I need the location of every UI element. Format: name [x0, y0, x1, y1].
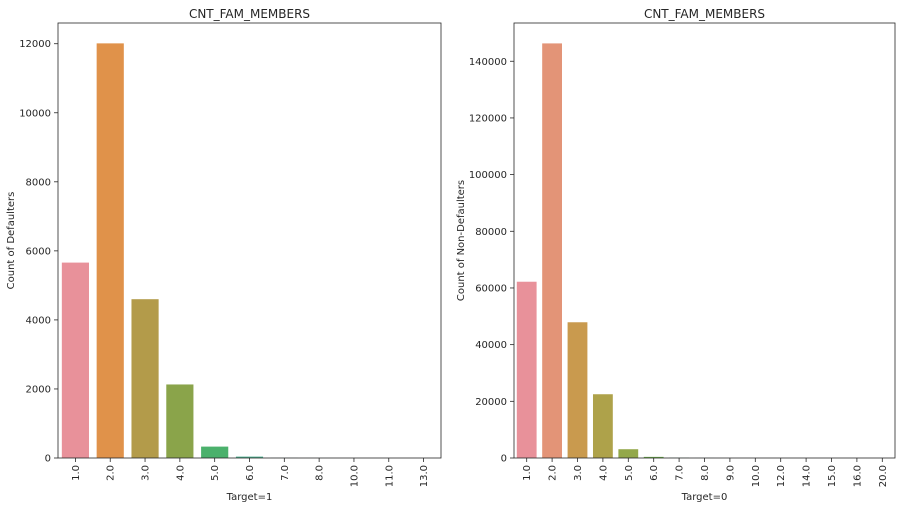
chart-1-bar-5.0 [201, 446, 229, 458]
chart-2: 0 20000 40000 60000 80000 100000 120000 140000 1… [456, 7, 896, 503]
chart-2-bar-2.0 [542, 43, 562, 459]
chart-1-xtick-label: 3.0 [141, 465, 152, 481]
chart-1-ytick-label: 4000 [26, 315, 51, 326]
chart-2-ytick-label: 0 [501, 454, 507, 465]
chart-1-ytick-label: 12000 [19, 39, 51, 50]
chart-2-ytick-label: 140000 [469, 57, 507, 68]
chart-2-xtick-label: 15.0 [827, 465, 838, 487]
chart-2-ytick-label: 60000 [475, 283, 507, 294]
chart-2-ytick-label: 100000 [469, 170, 507, 181]
chart-2-xtick-label: 4.0 [598, 465, 609, 481]
chart-1-bar-3.0 [131, 299, 159, 458]
chart-2-xtick-label: 7.0 [675, 465, 686, 481]
chart-2-xtick-label: 6.0 [649, 465, 660, 481]
chart-2-ylabel: Count of Non-Defaulters [456, 180, 467, 301]
chart-2-bar-1.0 [516, 281, 537, 458]
chart-2-xtick-label: 3.0 [573, 465, 584, 481]
chart-1-ytick-label: 6000 [26, 246, 51, 257]
chart-2-xtick-label: 20.0 [878, 465, 889, 487]
chart-1-xtick-label: 13.0 [419, 465, 430, 487]
chart-1-xtick-label: 2.0 [106, 465, 117, 481]
chart-1-xtick-label: 7.0 [280, 465, 291, 481]
chart-2-xtick-label: 8.0 [700, 465, 711, 481]
chart-2-xtick-label: 9.0 [725, 465, 736, 481]
chart-1-bar-4.0 [166, 384, 194, 458]
chart-1-bar-1.0 [61, 262, 89, 458]
chart-1-xtick-label: 6.0 [245, 465, 256, 481]
chart-2-xtick-label: 14.0 [802, 465, 813, 487]
chart-1-xlabel: Target=1 [226, 492, 273, 503]
chart-2-xlabel: Target=0 [681, 492, 728, 503]
chart-1: 0 2000 4000 6000 8000 10000 12000 1.0 2.0 3.0 4.0 5… [6, 7, 442, 503]
chart-1-ytick-label: 2000 [26, 384, 51, 395]
chart-2-xtick-label: 12.0 [776, 465, 787, 487]
chart-2-ytick-label: 80000 [475, 227, 507, 238]
chart-1-xtick-label: 10.0 [349, 465, 360, 487]
chart-2-xtick-label: 1.0 [522, 465, 533, 481]
chart-1-title: CNT_FAM_MEMBERS [189, 7, 310, 21]
chart-1-bar-6.0 [235, 456, 264, 458]
chart-1-ytick-label: 8000 [26, 177, 51, 188]
chart-1-xtick-label: 4.0 [175, 465, 186, 481]
chart-2-bar-3.0 [567, 322, 588, 458]
chart-2-bar-4.0 [592, 394, 613, 458]
chart-1-ylabel: Count of Defaulters [6, 192, 17, 290]
chart-2-title: CNT_FAM_MEMBERS [644, 7, 765, 21]
chart-2-ytick-label: 120000 [469, 113, 507, 124]
chart-1-xtick-label: 11.0 [384, 465, 395, 487]
chart-1-bar-2.0 [96, 43, 124, 459]
chart-2-xtick-label: 10.0 [751, 465, 762, 487]
chart-1-xtick-label: 1.0 [71, 465, 82, 481]
chart-2-ytick-label: 40000 [475, 340, 507, 351]
chart-1-xtick-label: 8.0 [315, 465, 326, 481]
chart-2-bar-6.0 [643, 456, 664, 458]
chart-1-xtick-label: 5.0 [210, 465, 221, 481]
chart-1-ytick-label: 0 [45, 454, 51, 465]
chart-2-xtick-label: 5.0 [624, 465, 635, 481]
chart-2-ytick-label: 20000 [475, 397, 507, 408]
chart-2-xtick-label: 2.0 [548, 465, 559, 481]
chart-2-xtick-label: 16.0 [852, 465, 863, 487]
chart-1-ytick-label: 10000 [19, 108, 51, 119]
chart-2-bar-5.0 [618, 449, 639, 458]
